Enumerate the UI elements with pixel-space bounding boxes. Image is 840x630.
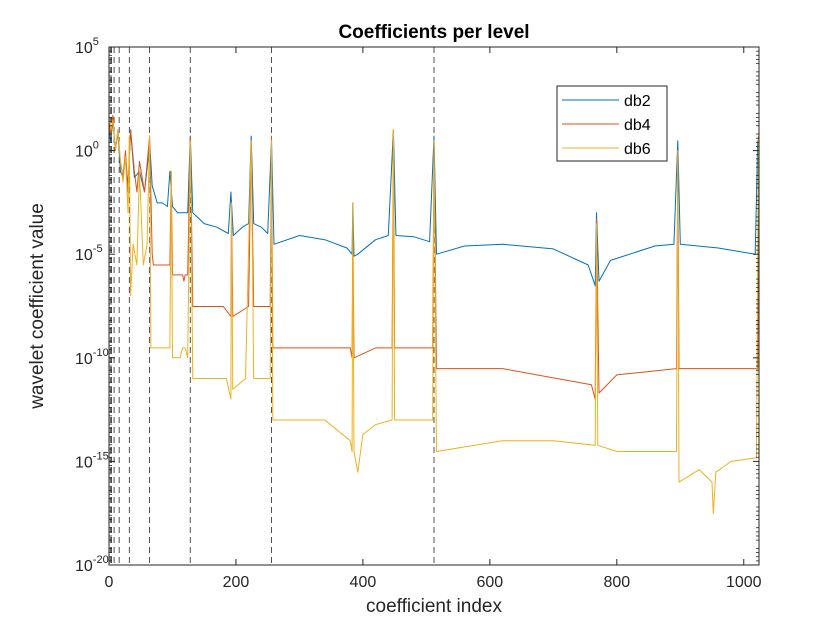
chart-title: Coefficients per level	[338, 22, 529, 43]
y-tick-label-base: 10	[75, 351, 93, 368]
y-tick-label-exponent: 0	[93, 140, 99, 152]
x-tick-label: 200	[223, 574, 250, 591]
plot-frame	[108, 46, 760, 566]
y-tick-label: 100	[75, 140, 99, 161]
y-tick-label-exponent: 5	[93, 36, 99, 48]
y-tick-label: 10-5	[75, 243, 103, 264]
x-axis-label: coefficient index	[366, 596, 502, 617]
series-line-db4	[108, 114, 759, 400]
legend: db2 db4 db6	[556, 85, 668, 162]
y-tick-label-base: 10	[75, 40, 93, 57]
y-tick-label: 10-20	[75, 554, 109, 575]
y-tick-label-base: 10	[75, 144, 93, 161]
series-layer	[108, 114, 759, 515]
legend-label-db2: db2	[624, 93, 651, 110]
y-tick-label-exponent: -20	[93, 554, 109, 566]
y-tick-label: 10-10	[75, 347, 109, 368]
x-tick-label: 0	[105, 574, 114, 591]
y-tick-label: 105	[75, 36, 99, 57]
legend-label-db6: db6	[624, 141, 651, 158]
y-tick-label-base: 10	[75, 558, 93, 575]
x-tick-label: 800	[603, 574, 630, 591]
y-axis-label: wavelet coefficient value	[27, 203, 48, 410]
legend-label-db4: db4	[624, 117, 651, 134]
x-tick-label: 600	[477, 574, 504, 591]
x-axis: 0 200 400 600 800 1000	[105, 47, 762, 591]
x-tick-label: 1000	[726, 574, 762, 591]
y-tick-label-exponent: -15	[93, 450, 109, 462]
y-tick-label-exponent: -5	[93, 243, 103, 255]
level-boundaries	[109, 47, 435, 565]
series-line-db6	[108, 115, 759, 515]
y-tick-label-exponent: -10	[93, 347, 109, 359]
y-tick-label-base: 10	[75, 454, 93, 471]
y-tick-label-base: 10	[75, 247, 93, 264]
x-tick-label: 400	[350, 574, 377, 591]
y-tick-label: 10-15	[75, 450, 109, 471]
